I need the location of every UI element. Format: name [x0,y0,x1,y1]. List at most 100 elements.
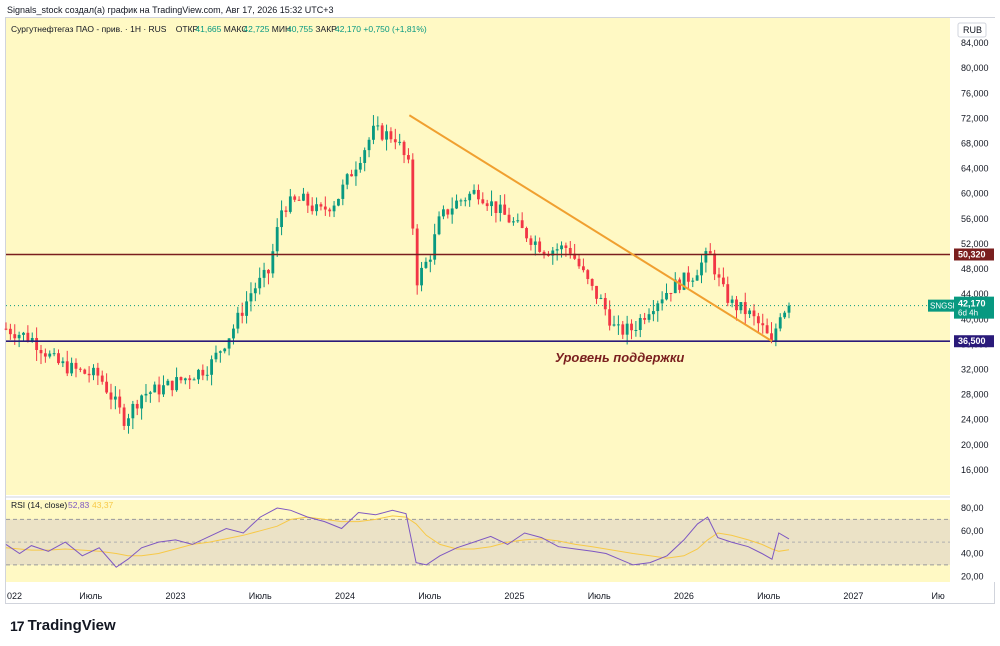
candle-body [774,328,778,342]
candle-body [127,418,130,426]
candle-body [529,238,533,245]
open-value: 41,665 [195,24,221,34]
candle-body [743,302,747,315]
candle-body [183,378,187,381]
candle-body [8,328,12,335]
candle-body [350,174,353,177]
y-tick-label: 44,000 [961,289,989,299]
candle-body [555,249,559,251]
x-tick-label: Июль [249,591,272,601]
candle-body [721,277,725,285]
open-label: ОТКР [176,24,199,34]
candle-body [573,253,577,259]
candle-body [306,193,310,206]
x-tick-label: Июль [418,591,441,601]
candle-body [616,324,620,326]
candle-body [577,258,581,267]
candle-body [590,279,594,286]
candle-body [65,361,69,374]
candle-body [739,302,743,311]
level-label-1: 36,500 [958,336,986,346]
candle-body [310,205,314,212]
candle-body [105,381,109,393]
candle-body [446,209,450,215]
currency-button[interactable] [957,22,987,38]
y-tick-label: 48,000 [961,264,989,274]
candle-body [507,214,511,223]
candle-body [201,369,205,376]
candle-body [424,261,428,268]
candle-body [337,198,340,206]
ticker-label: SNGSP [930,302,958,311]
close-value: 42,170 [335,24,361,34]
candle-body [83,369,87,374]
candle-body [179,377,183,381]
y-tick-label: 56,000 [961,214,989,224]
candle-body [175,377,179,391]
candle-body [415,228,419,286]
candle-body [157,384,161,395]
candle-body [223,348,227,352]
candle-body [778,317,782,329]
candle-body [87,373,91,376]
candle-body [354,169,358,177]
candle-body [249,293,253,302]
candle-body [498,204,502,213]
candle-body [205,374,209,376]
x-tick-label: 2024 [335,591,355,601]
candle-body [477,189,480,200]
candle-body [4,328,8,330]
candle-body [96,367,100,376]
candle-body [450,208,454,215]
x-tick-label: Июль [588,591,611,601]
candle-body [756,316,760,324]
candle-body [516,220,520,222]
candle-body [17,334,21,339]
x-tick-label: 2026 [674,591,694,601]
y-tick-label: 20,000 [961,440,989,450]
candle-body [630,323,633,331]
y-tick-label: 24,000 [961,415,989,425]
candle-body [455,200,458,209]
candle-body [240,312,244,316]
candle-body [595,285,598,299]
candle-body [787,305,791,313]
candle-body [560,245,563,250]
candle-body [660,299,664,304]
candle-body [520,220,524,229]
brand-name: TradingView [27,617,116,634]
candle-body [131,403,135,419]
candle-body [568,247,572,254]
candle-body [621,324,625,335]
candle-body [26,332,30,341]
candles [4,115,791,434]
candle-body [748,310,752,315]
rsi-value: 52,83 [68,500,90,510]
candle-body [192,379,196,381]
candle-body [735,299,738,311]
tradingview-brand[interactable]: 17 TradingView [10,617,116,634]
candle-body [284,210,288,212]
candle-body [599,297,603,299]
candle-body [708,251,712,254]
candle-body [43,353,47,357]
candle-body [433,234,437,260]
candle-body [603,297,607,310]
price-badge [954,296,994,319]
candle-body [227,338,231,349]
candle-body [669,293,673,295]
candle-body [393,139,397,143]
candle-body [437,216,441,235]
candle-body [420,267,423,286]
candle-body [197,369,200,380]
candle-body [380,125,384,140]
candle-body [288,196,292,212]
candle-body [236,312,240,329]
candle-body [656,303,660,312]
candle-body [118,396,122,408]
candle-body [730,299,734,303]
candle-body [271,251,275,274]
candle-body [581,266,585,271]
candle-body [612,324,616,326]
